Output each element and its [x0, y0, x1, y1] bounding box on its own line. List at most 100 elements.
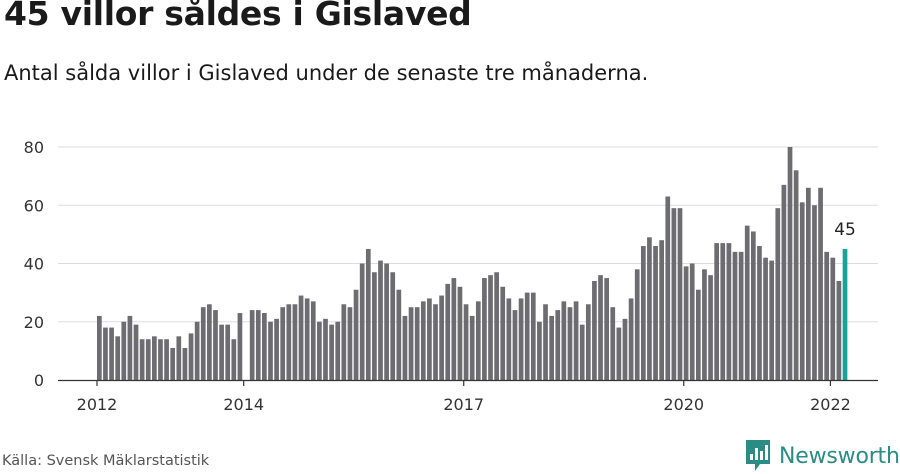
- bar: [378, 260, 383, 380]
- bar: [524, 292, 530, 381]
- bar: [604, 278, 609, 380]
- brand-logo[interactable]: Newsworthy: [745, 439, 900, 473]
- bar: [304, 298, 310, 380]
- bar: [488, 275, 493, 380]
- bar: [677, 208, 683, 380]
- bar: [439, 295, 444, 380]
- bar: [182, 347, 188, 380]
- bar: [506, 298, 512, 380]
- bar: [555, 310, 561, 380]
- bar: [720, 243, 726, 380]
- bar: [237, 313, 243, 380]
- bar: [145, 339, 151, 380]
- highlight-value-label: 45: [834, 220, 856, 240]
- bar: [537, 321, 542, 380]
- bar: [475, 301, 481, 380]
- bar: [365, 248, 371, 380]
- bar: [109, 327, 114, 380]
- bar: [158, 339, 163, 380]
- bar: [396, 289, 402, 380]
- bar: [787, 147, 793, 380]
- bar: [714, 243, 720, 380]
- bar: [689, 263, 695, 380]
- bar: [359, 263, 365, 380]
- bar: [659, 240, 664, 380]
- bar: [133, 324, 139, 380]
- source-note: Källa: Svensk Mäklarstatistik: [2, 453, 210, 469]
- y-tick-label: 20: [24, 313, 44, 332]
- bar: [653, 246, 658, 380]
- bar: [262, 313, 267, 380]
- bar: [457, 286, 463, 380]
- bar: [702, 269, 707, 380]
- chart-title: 45 villor såldes i Gislaved: [4, 0, 472, 33]
- bar: [353, 289, 359, 380]
- bar: [170, 347, 176, 380]
- bar: [286, 304, 292, 380]
- bar: [280, 307, 286, 380]
- bar: [249, 310, 255, 380]
- bar: [329, 324, 334, 380]
- bar: [207, 304, 212, 380]
- bar: [390, 272, 396, 380]
- y-tick-label: 40: [24, 255, 44, 274]
- x-tick-label: 2017: [443, 395, 484, 414]
- bar: [200, 307, 206, 380]
- chart-subtitle: Antal sålda villor i Gislaved under de s…: [4, 61, 649, 85]
- bar: [818, 187, 823, 380]
- bar: [323, 318, 328, 380]
- bar: [97, 315, 102, 380]
- bar: [372, 272, 377, 380]
- bar: [592, 280, 597, 380]
- bar: [433, 304, 438, 380]
- bar: [628, 298, 634, 380]
- bar: [274, 318, 279, 380]
- bar: [225, 324, 231, 380]
- bar: [671, 208, 677, 380]
- bar: [341, 304, 347, 380]
- bar: [585, 304, 591, 380]
- bar: [194, 321, 200, 380]
- x-tick-label: 2020: [663, 395, 704, 414]
- bar: [744, 225, 750, 380]
- bar: [732, 251, 738, 380]
- bar: [769, 260, 775, 380]
- bar: [512, 310, 518, 380]
- bar: [347, 307, 353, 380]
- bar: [469, 315, 475, 380]
- annotations: 45: [834, 220, 856, 240]
- bar: [427, 298, 432, 380]
- bar: [231, 339, 237, 380]
- bar: [152, 336, 157, 380]
- bar: [775, 208, 781, 380]
- bar: [292, 304, 298, 380]
- bar: [610, 307, 616, 380]
- bar: [738, 251, 744, 380]
- bar: [414, 307, 420, 380]
- bar: [164, 339, 169, 380]
- x-tick-label: 2014: [223, 395, 264, 414]
- bar: [561, 301, 567, 380]
- bar: [824, 251, 830, 380]
- bar: [420, 301, 426, 380]
- bar: [579, 324, 585, 380]
- brand-name: Newsworthy: [779, 443, 900, 469]
- bar: [549, 315, 554, 380]
- x-tick-label: 2012: [77, 395, 118, 414]
- bar: [103, 327, 108, 380]
- bar: [310, 301, 316, 380]
- bar: [543, 304, 548, 380]
- bar: [115, 336, 121, 380]
- bar: [176, 336, 182, 380]
- bar: [494, 272, 499, 380]
- bar: [317, 321, 322, 380]
- bar: [726, 243, 732, 380]
- bar: [268, 321, 273, 380]
- bar: [335, 321, 341, 380]
- bar: [695, 289, 701, 380]
- bar: [793, 170, 799, 380]
- bar: [188, 333, 194, 380]
- bar: [463, 304, 469, 380]
- bar: [255, 310, 261, 380]
